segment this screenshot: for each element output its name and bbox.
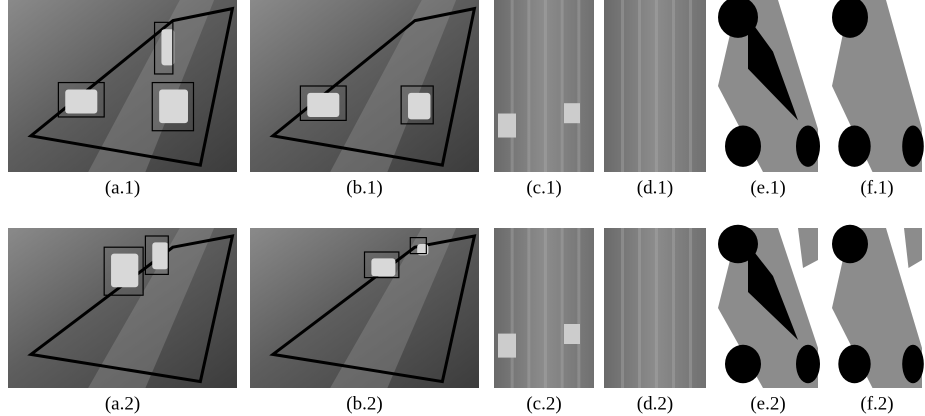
streak — [672, 228, 675, 388]
car — [307, 93, 339, 117]
car-trace — [498, 114, 516, 138]
streak — [511, 0, 514, 172]
panel — [604, 228, 706, 388]
streak — [621, 228, 624, 388]
panel — [832, 225, 924, 388]
car — [408, 93, 430, 119]
car — [152, 242, 168, 269]
mask-black — [902, 345, 924, 383]
streak — [655, 0, 658, 172]
car — [159, 89, 188, 123]
mask-black — [838, 126, 870, 167]
mask-black — [796, 345, 820, 383]
figure: (a.1) (b.1) (c.1) (d.1) (e.1) (f.1) (a.2) (b.2)… — [0, 0, 925, 416]
caption: (a.1) — [105, 177, 140, 198]
panel — [250, 228, 479, 388]
streak — [561, 0, 564, 172]
caption: (d.1) — [637, 177, 673, 198]
mask-black — [796, 126, 820, 167]
panel — [494, 228, 594, 388]
caption: (b.2) — [346, 393, 382, 414]
panel — [8, 228, 237, 388]
car-trace — [498, 334, 516, 358]
car — [65, 89, 97, 113]
streak — [638, 228, 641, 388]
panel — [250, 0, 479, 172]
streak — [527, 228, 530, 388]
panel — [494, 0, 594, 172]
caption: (e.2) — [750, 393, 785, 414]
caption: (f.2) — [860, 393, 893, 414]
car-trace — [564, 103, 580, 123]
car — [371, 258, 395, 276]
car — [111, 254, 138, 288]
caption: (f.1) — [860, 177, 893, 198]
caption: (e.1) — [750, 177, 785, 198]
mask-black — [725, 126, 761, 167]
caption: (a.2) — [105, 393, 140, 414]
panel — [8, 0, 237, 172]
panel — [718, 0, 820, 172]
streak — [561, 228, 564, 388]
panel — [832, 0, 924, 172]
streak — [577, 228, 580, 388]
streak — [689, 228, 692, 388]
streak — [544, 228, 547, 388]
streak — [511, 228, 514, 388]
mask-black — [838, 345, 870, 383]
panel — [604, 0, 706, 172]
mask-black — [725, 345, 761, 383]
streak — [689, 0, 692, 172]
car-trace — [564, 324, 580, 344]
caption: (c.1) — [526, 177, 561, 198]
streak — [638, 0, 641, 172]
caption: (b.1) — [346, 177, 382, 198]
streak — [655, 228, 658, 388]
mask-black — [832, 225, 868, 263]
panel — [718, 225, 820, 388]
streak — [672, 0, 675, 172]
caption: (d.2) — [637, 393, 673, 414]
streak — [577, 0, 580, 172]
caption: (c.2) — [526, 393, 561, 414]
streak — [527, 0, 530, 172]
streak — [621, 0, 624, 172]
mask-black — [902, 126, 924, 167]
streak — [544, 0, 547, 172]
